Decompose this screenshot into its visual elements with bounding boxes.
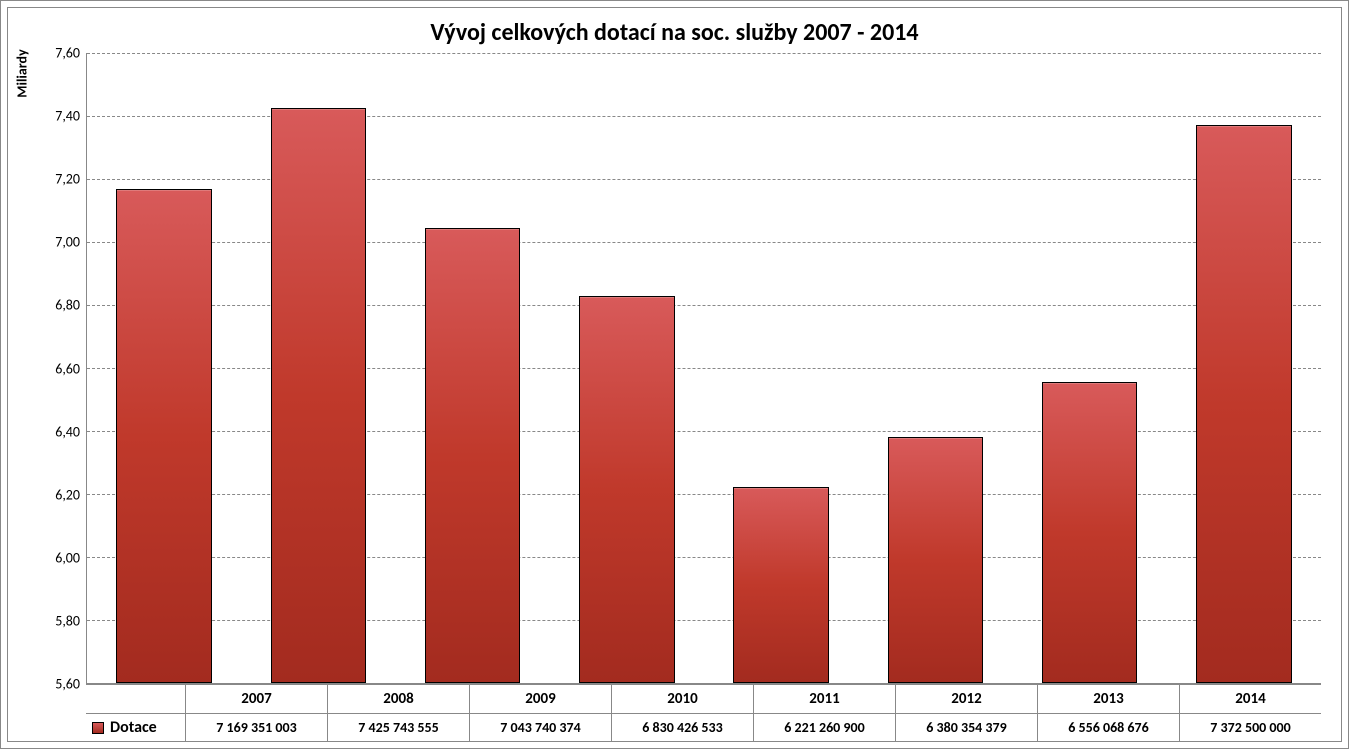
y-tick-label: 7,00 [55, 234, 80, 251]
series-legend-cell: Dotace [86, 713, 186, 741]
y-tick-label: 6,60 [55, 360, 80, 377]
bar-slot [858, 53, 1012, 683]
category-label: 2010 [612, 685, 754, 713]
chart-body: Miliardy 5,605,806,006,206,406,606,807,0… [8, 53, 1341, 684]
bar [116, 189, 212, 683]
y-axis-labels: 5,605,806,006,206,406,606,807,007,207,40… [36, 53, 86, 684]
bar-slot [1013, 53, 1167, 683]
chart-inner: Vývoj celkových dotací na soc. služby 20… [7, 7, 1342, 742]
legend-swatch-icon [92, 722, 104, 734]
y-tick-label: 7,40 [55, 108, 80, 125]
y-tick-label: 5,80 [55, 612, 80, 629]
value-cell: 6 221 260 900 [754, 713, 896, 741]
y-tick-label: 6,80 [55, 297, 80, 314]
bar [579, 296, 675, 683]
data-table-values-row: Dotace 7 169 351 0037 425 743 5557 043 7… [86, 713, 1321, 741]
category-label: 2008 [328, 685, 470, 713]
y-axis-title: Miliardy [14, 49, 31, 97]
category-label: 2009 [470, 685, 612, 713]
y-tick-label: 6,40 [55, 423, 80, 440]
bars-row [87, 53, 1321, 683]
category-label: 2007 [186, 685, 328, 713]
series-name: Dotace [110, 718, 157, 737]
value-cell: 7 169 351 003 [186, 713, 328, 741]
y-axis-title-wrap: Miliardy [8, 53, 36, 684]
plot-area [86, 53, 1321, 684]
bar-slot [1167, 53, 1321, 683]
y-tick-label: 7,60 [55, 45, 80, 62]
bar [1042, 382, 1138, 683]
category-label: 2014 [1180, 685, 1321, 713]
value-cell: 7 425 743 555 [328, 713, 470, 741]
bar-slot [550, 53, 704, 683]
value-cell: 6 380 354 379 [896, 713, 1038, 741]
category-label: 2011 [754, 685, 896, 713]
category-label: 2013 [1038, 685, 1180, 713]
bar [888, 437, 984, 683]
bar-slot [704, 53, 858, 683]
y-tick-label: 7,20 [55, 171, 80, 188]
bar-slot [87, 53, 241, 683]
bar-slot [396, 53, 550, 683]
data-table: 20072008200920102011201220132014 Dotace … [86, 684, 1321, 741]
chart-container: Vývoj celkových dotací na soc. služby 20… [0, 0, 1349, 749]
bar [271, 108, 367, 683]
y-tick-label: 5,60 [55, 676, 80, 693]
data-table-corner [86, 685, 186, 713]
category-label: 2012 [896, 685, 1038, 713]
bar [733, 487, 829, 683]
bar [425, 228, 521, 683]
bar [1196, 125, 1292, 683]
value-cell: 6 830 426 533 [612, 713, 754, 741]
plot-wrapper [86, 53, 1321, 684]
y-tick-label: 6,00 [55, 549, 80, 566]
data-table-header-row: 20072008200920102011201220132014 [86, 685, 1321, 713]
value-cell: 7 372 500 000 [1180, 713, 1321, 741]
value-cell: 7 043 740 374 [470, 713, 612, 741]
bar-slot [241, 53, 395, 683]
chart-title: Vývoj celkových dotací na soc. služby 20… [8, 8, 1341, 53]
y-tick-label: 6,20 [55, 486, 80, 503]
value-cell: 6 556 068 676 [1038, 713, 1180, 741]
